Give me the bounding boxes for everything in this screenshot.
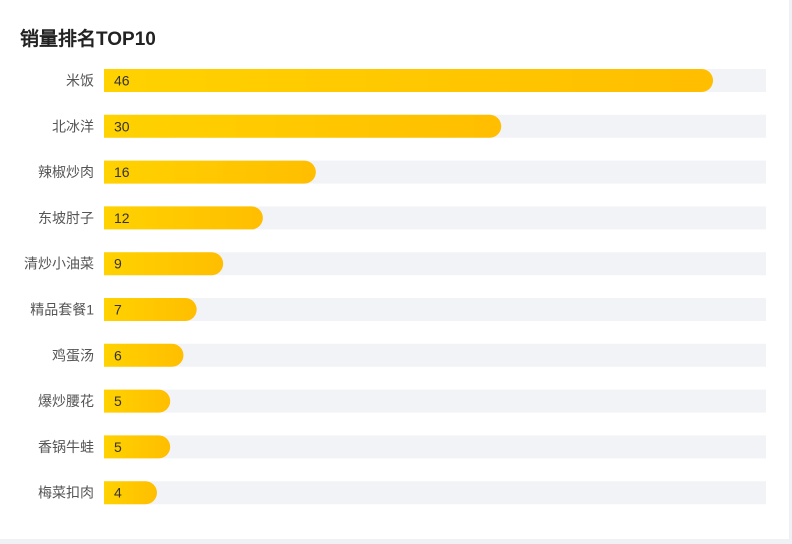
category-label: 米饭 (66, 73, 94, 89)
bar-row: 精品套餐1 7 (30, 298, 766, 321)
bar (104, 252, 224, 276)
category-label: 辣椒炒肉 (38, 164, 94, 180)
bar-row: 清炒小油菜 9 (24, 252, 766, 276)
category-label: 爆炒腰花 (38, 393, 94, 409)
bar (104, 435, 171, 459)
value-label: 7 (114, 302, 122, 318)
bar (104, 343, 184, 367)
value-label: 16 (114, 164, 130, 180)
category-label: 梅菜扣肉 (38, 485, 94, 501)
bar (104, 481, 157, 505)
value-label: 5 (114, 439, 122, 455)
category-label: 精品套餐1 (30, 302, 94, 318)
bar (104, 69, 714, 92)
value-label: 12 (114, 210, 130, 226)
bar (104, 160, 316, 184)
bar-track (104, 252, 766, 276)
bar-row: 辣椒炒肉 16 (38, 160, 766, 184)
bar-track (104, 206, 766, 230)
value-label: 4 (114, 485, 122, 501)
chart-title: 销量排名TOP10 (20, 29, 156, 50)
category-label: 鸡蛋汤 (52, 347, 94, 363)
category-label: 东坡肘子 (38, 210, 94, 226)
bar-track (104, 435, 766, 459)
bar-track (104, 389, 766, 413)
bar (104, 389, 171, 413)
value-label: 46 (114, 73, 130, 89)
value-label: 5 (114, 393, 122, 409)
bar-row: 鸡蛋汤 6 (52, 343, 766, 367)
category-label: 北冰洋 (52, 118, 94, 134)
bar-row: 爆炒腰花 5 (38, 389, 766, 413)
bar-row: 北冰洋 30 (52, 114, 766, 138)
bar-row: 米饭 46 (66, 69, 766, 92)
bar-row: 梅菜扣肉 4 (38, 481, 766, 505)
bar (104, 298, 197, 321)
bar-track (104, 298, 766, 321)
category-label: 香锅牛蛙 (38, 439, 94, 455)
value-label: 9 (114, 256, 122, 272)
bar-track (104, 481, 766, 505)
bar-track (104, 343, 766, 367)
value-label: 30 (114, 118, 130, 134)
bar (104, 114, 502, 138)
value-label: 6 (114, 347, 122, 363)
bar-row: 东坡肘子 12 (38, 206, 766, 230)
category-label: 清炒小油菜 (24, 256, 94, 272)
bar (104, 206, 263, 230)
bar-row: 香锅牛蛙 5 (38, 435, 766, 459)
